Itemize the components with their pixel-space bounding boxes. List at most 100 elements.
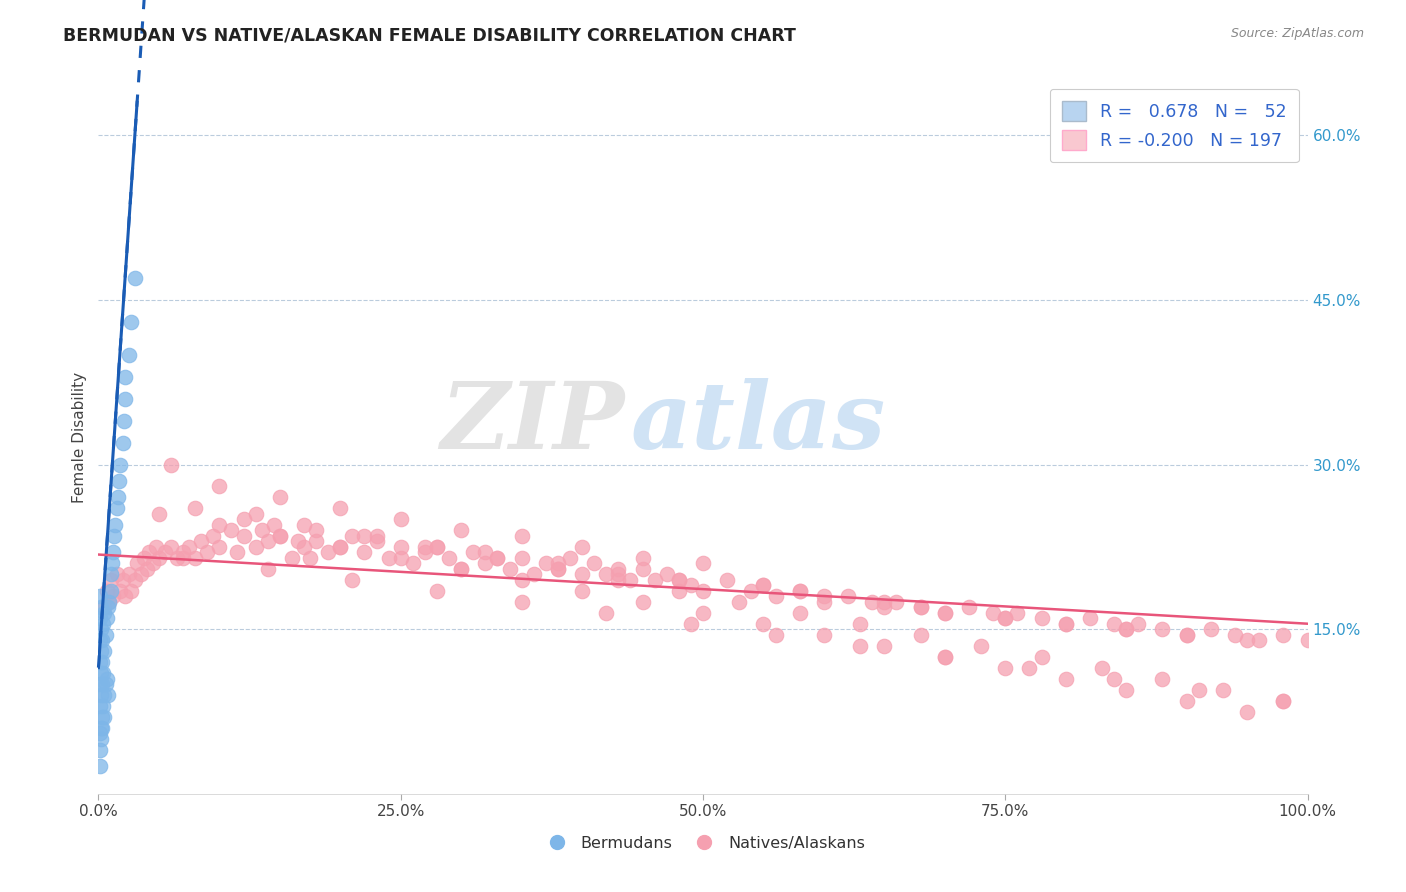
Point xyxy=(994,660,1017,674)
Point xyxy=(91,710,114,724)
Point xyxy=(934,649,956,664)
Point xyxy=(426,540,449,554)
Point xyxy=(510,529,533,543)
Point xyxy=(292,540,315,554)
Point xyxy=(91,655,114,669)
Point xyxy=(813,595,835,609)
Point xyxy=(450,562,472,576)
Point xyxy=(104,517,127,532)
Point xyxy=(226,545,249,559)
Point xyxy=(450,562,472,576)
Point xyxy=(1054,672,1077,686)
Point xyxy=(1115,622,1137,636)
Point xyxy=(195,545,218,559)
Point xyxy=(655,567,678,582)
Point xyxy=(93,606,115,620)
Point xyxy=(184,550,207,565)
Point xyxy=(342,529,364,543)
Point xyxy=(127,557,149,571)
Point xyxy=(91,633,114,648)
Point xyxy=(1223,628,1246,642)
Text: Source: ZipAtlas.com: Source: ZipAtlas.com xyxy=(1230,27,1364,40)
Point xyxy=(89,589,111,603)
Point xyxy=(90,622,112,636)
Point xyxy=(1152,672,1174,686)
Point xyxy=(90,688,112,702)
Point xyxy=(910,628,932,642)
Point xyxy=(692,557,714,571)
Point xyxy=(93,644,115,658)
Point xyxy=(692,583,714,598)
Point xyxy=(94,628,117,642)
Point xyxy=(114,589,136,603)
Point xyxy=(114,369,136,384)
Point xyxy=(91,677,114,691)
Point xyxy=(93,600,115,615)
Point xyxy=(108,583,131,598)
Point xyxy=(100,573,122,587)
Point xyxy=(124,271,146,285)
Point xyxy=(366,529,388,543)
Point xyxy=(607,562,630,576)
Point xyxy=(1031,611,1053,625)
Point xyxy=(486,550,509,565)
Point xyxy=(138,545,160,559)
Point xyxy=(510,550,533,565)
Point xyxy=(1054,616,1077,631)
Point xyxy=(1272,693,1295,707)
Point xyxy=(105,567,128,582)
Point xyxy=(97,600,120,615)
Point xyxy=(389,512,412,526)
Point xyxy=(112,414,135,428)
Point xyxy=(728,595,751,609)
Point xyxy=(534,557,557,571)
Point xyxy=(413,545,436,559)
Point xyxy=(752,578,775,592)
Point xyxy=(571,583,593,598)
Point xyxy=(135,562,157,576)
Point xyxy=(1115,682,1137,697)
Point xyxy=(547,557,569,571)
Point xyxy=(981,606,1004,620)
Point xyxy=(668,583,690,598)
Point xyxy=(98,595,121,609)
Point xyxy=(111,573,134,587)
Point xyxy=(934,649,956,664)
Point xyxy=(245,507,267,521)
Point xyxy=(547,562,569,576)
Point xyxy=(108,458,131,472)
Point xyxy=(172,550,194,565)
Point xyxy=(474,545,496,559)
Point xyxy=(789,583,811,598)
Point xyxy=(873,600,896,615)
Point xyxy=(1152,622,1174,636)
Point xyxy=(1236,705,1258,719)
Point xyxy=(910,600,932,615)
Point xyxy=(1249,633,1271,648)
Point xyxy=(145,540,167,554)
Point xyxy=(316,545,339,559)
Point xyxy=(607,573,630,587)
Point xyxy=(1078,611,1101,625)
Point xyxy=(100,567,122,582)
Point xyxy=(631,550,654,565)
Point xyxy=(118,567,141,582)
Point xyxy=(486,550,509,565)
Point xyxy=(583,557,606,571)
Point xyxy=(100,557,122,571)
Point xyxy=(595,606,617,620)
Point xyxy=(1031,649,1053,664)
Point xyxy=(389,540,412,554)
Point xyxy=(101,545,124,559)
Point xyxy=(765,628,787,642)
Point xyxy=(668,573,690,587)
Point xyxy=(571,567,593,582)
Point xyxy=(148,507,170,521)
Point xyxy=(90,644,112,658)
Point xyxy=(474,557,496,571)
Point xyxy=(1272,628,1295,642)
Point xyxy=(103,529,125,543)
Point xyxy=(89,611,111,625)
Point xyxy=(1054,616,1077,631)
Point xyxy=(129,567,152,582)
